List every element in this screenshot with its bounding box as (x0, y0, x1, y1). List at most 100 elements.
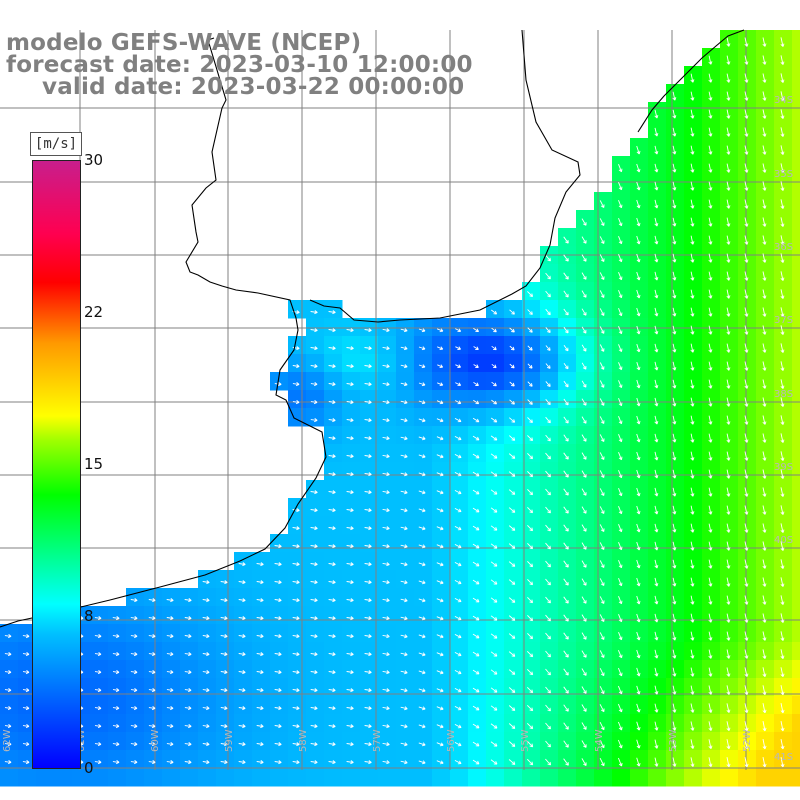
wind-arrow (22, 706, 30, 711)
wind-arrow (418, 598, 426, 603)
wind-cell (126, 678, 145, 697)
wind-cell (252, 678, 271, 697)
wind-cell (324, 570, 343, 589)
wind-arrow (382, 580, 390, 585)
wind-cell (378, 354, 397, 373)
wind-cell (558, 480, 577, 499)
wind-arrow (490, 687, 498, 693)
wind-cell (162, 606, 181, 625)
wind-arrow (581, 596, 587, 604)
wind-cell (756, 750, 775, 769)
wind-cell (324, 426, 343, 445)
wind-cell (774, 714, 793, 733)
wind-arrow (508, 543, 516, 549)
wind-arrow (490, 669, 498, 675)
wind-arrow (708, 163, 713, 173)
wind-cell (702, 48, 721, 67)
wind-arrow (563, 524, 569, 532)
wind-arrow (780, 127, 785, 137)
wind-arrow (527, 632, 534, 640)
wind-cell (630, 768, 649, 787)
wind-arrow (256, 580, 264, 585)
wind-cell (666, 408, 685, 427)
wind-cell (486, 372, 505, 391)
wind-cell (324, 696, 343, 715)
wind-arrow (490, 507, 498, 513)
wind-cell (468, 372, 487, 391)
wind-cell (738, 444, 757, 463)
wind-cell (126, 732, 145, 751)
wind-cell (180, 606, 199, 625)
wind-arrow (473, 346, 479, 350)
wind-cell (792, 642, 800, 661)
wind-arrow (184, 580, 192, 585)
wind-arrow (744, 37, 749, 47)
wind-cell (396, 336, 415, 355)
wind-cell (504, 696, 523, 715)
wind-cell (720, 282, 739, 301)
wind-arrow (599, 560, 605, 568)
wind-cell (522, 696, 541, 715)
wind-cell (576, 498, 595, 517)
wind-arrow (310, 742, 318, 747)
wind-cell (774, 498, 793, 517)
wind-cell (504, 768, 523, 787)
wind-arrow (780, 325, 785, 335)
wind-cell (324, 480, 343, 499)
wind-cell (684, 210, 703, 229)
wind-arrow (744, 181, 749, 191)
wind-arrow (382, 526, 390, 531)
wind-arrow (418, 490, 426, 495)
wind-arrow (454, 706, 462, 711)
wind-arrow (762, 649, 767, 659)
wind-arrow (581, 632, 587, 640)
wind-cell (576, 714, 595, 733)
wind-cell (108, 696, 127, 715)
wind-arrow (744, 343, 749, 353)
wind-cell (522, 390, 541, 409)
wind-arrow (148, 598, 156, 603)
wind-cell (648, 174, 667, 193)
wind-arrow (780, 541, 785, 551)
wind-arrow (292, 364, 300, 369)
wind-cell (774, 678, 793, 697)
wind-cell (774, 210, 793, 229)
wind-cell (720, 516, 739, 535)
wind-cell (126, 642, 145, 661)
wind-arrow (563, 434, 569, 442)
wind-cell (378, 714, 397, 733)
wind-cell (756, 624, 775, 643)
wind-arrow (454, 742, 462, 747)
wind-cell (486, 570, 505, 589)
wind-cell (144, 588, 163, 607)
wind-arrow (708, 559, 713, 569)
wind-cell (702, 84, 721, 103)
wind-arrow (545, 686, 551, 694)
wind-arrow (708, 55, 713, 65)
wind-cell (324, 642, 343, 661)
wind-cell (540, 714, 559, 733)
wind-arrow (238, 562, 246, 567)
wind-arrow (563, 344, 569, 352)
wind-cell (666, 156, 685, 175)
wind-arrow (690, 721, 695, 731)
wind-cell (486, 552, 505, 571)
wind-arrow (292, 652, 300, 657)
wind-arrow (636, 271, 641, 281)
wind-cell (504, 534, 523, 553)
wind-cell (612, 570, 631, 589)
wind-cell (684, 714, 703, 733)
wind-cell (792, 264, 800, 283)
wind-cell (558, 696, 577, 715)
wind-arrow (690, 127, 695, 137)
wind-cell (702, 498, 721, 517)
wind-cell (702, 336, 721, 355)
wind-cell (684, 102, 703, 121)
wind-cell (234, 606, 253, 625)
wind-cell (504, 462, 523, 481)
wind-cell (756, 714, 775, 733)
wind-cell (324, 714, 343, 733)
wind-cell (792, 228, 800, 247)
wind-arrow (672, 199, 677, 209)
wind-cell (162, 768, 181, 787)
